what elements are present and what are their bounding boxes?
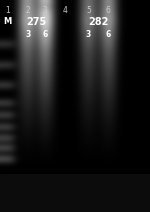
Text: 3: 3	[43, 6, 47, 15]
Text: 4: 4	[63, 6, 68, 15]
Text: 2: 2	[25, 6, 30, 15]
Text: 6: 6	[105, 30, 111, 39]
Text: M: M	[4, 17, 12, 26]
Text: 6: 6	[42, 30, 48, 39]
Text: 3: 3	[25, 30, 30, 39]
Text: 1: 1	[5, 6, 10, 15]
Text: 5: 5	[86, 6, 91, 15]
Text: 275: 275	[27, 17, 47, 27]
Text: 3: 3	[86, 30, 91, 39]
Text: 6: 6	[106, 6, 110, 15]
Text: 282: 282	[88, 17, 108, 27]
